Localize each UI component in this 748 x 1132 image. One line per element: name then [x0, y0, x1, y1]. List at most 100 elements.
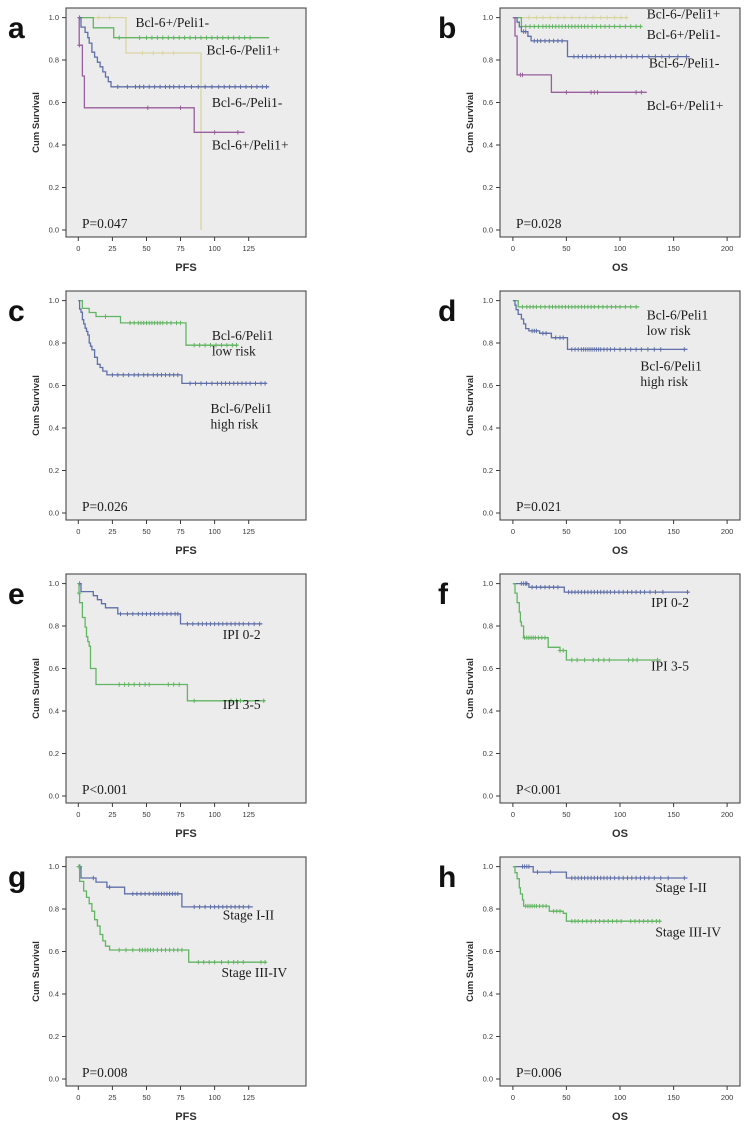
x-tick-label: 100: [614, 810, 627, 819]
x-axis-title: PFS: [175, 262, 196, 274]
x-tick-label: 125: [242, 810, 255, 819]
y-axis-title: Cum Survival: [31, 658, 42, 719]
x-axis-title: PFS: [175, 828, 196, 840]
x-tick-label: 200: [721, 810, 734, 819]
x-tick-label: 100: [614, 1093, 627, 1102]
censor-marks: [519, 581, 690, 595]
x-tick-label: 200: [721, 1093, 734, 1102]
y-tick-label: 0.4: [49, 707, 59, 716]
y-tick-label: 0.6: [483, 381, 493, 390]
km-chart-b: b 0.0 0.2 0.4 0.6 0.8 1.0 0 50 100 150 200 Cum Survi…: [438, 7, 741, 274]
censor-marks: [103, 314, 239, 348]
censor-marks: [523, 903, 662, 924]
x-tick-label: 75: [176, 810, 184, 819]
y-tick-label: 0.4: [49, 424, 59, 433]
km-panel-h: h 0.0 0.2 0.4 0.6 0.8 1.0 0 50 100 150 200 Cum Survi…: [374, 849, 748, 1132]
km-chart-d: d 0.0 0.2 0.4 0.6 0.8 1.0 0 50 100 150 200 Cum Survi…: [438, 290, 741, 557]
x-tick-label: 50: [562, 1093, 570, 1102]
x-tick-label: 125: [242, 244, 255, 253]
x-tick-label: 25: [108, 1093, 116, 1102]
y-tick-label: 0.6: [49, 947, 59, 956]
x-tick-label: 0: [511, 244, 515, 253]
x-axis-title: OS: [612, 262, 628, 274]
x-tick-label: 125: [242, 527, 255, 536]
y-tick-label: 0.4: [483, 990, 493, 999]
plot-area: [499, 573, 741, 804]
y-tick-label: 0.0: [483, 509, 493, 518]
km-chart-a: a 0.0 0.2 0.4 0.6 0.8 1.0 0 25 50 75 100 125 Cum Surv…: [8, 7, 307, 274]
x-tick-label: 50: [562, 527, 570, 536]
panel-letter: g: [8, 861, 26, 894]
x-axis-title: OS: [612, 1111, 628, 1123]
x-tick-label: 150: [667, 244, 680, 253]
curve-label: Stage I-II: [655, 880, 707, 895]
y-tick-label: 0.0: [49, 226, 59, 235]
plot-area: [65, 7, 307, 238]
y-tick-label: 0.2: [49, 1032, 59, 1041]
curve-label: Bcl-6+/Peli1-: [136, 15, 210, 30]
curve-label: Bcl-6/Peli1 high risk: [640, 359, 702, 390]
x-tick-label: 100: [208, 527, 221, 536]
curve-label: Stage III-IV: [655, 925, 721, 940]
y-tick-label: 0.0: [483, 792, 493, 801]
y-tick-label: 0.8: [483, 56, 493, 65]
censor-marks: [520, 864, 687, 881]
km-chart-g: g 0.0 0.2 0.4 0.6 0.8 1.0 0 25 50 75 100 125 Cum Surv…: [8, 856, 307, 1123]
curve-label: IPI 3-5: [651, 659, 689, 674]
curve-label: Bcl-6-/Peli1+: [647, 7, 721, 22]
x-tick-label: 200: [721, 527, 734, 536]
y-tick-label: 0.6: [49, 381, 59, 390]
censor-marks: [110, 372, 268, 386]
km-chart-f: f 0.0 0.2 0.4 0.6 0.8 1.0 0 50 100 150 200 Cum Survi…: [438, 573, 741, 840]
x-tick-label: 0: [76, 527, 80, 536]
censor-marks: [526, 15, 629, 20]
curve-label: IPI 3-5: [223, 697, 261, 712]
curve-label: Stage I-II: [223, 908, 275, 923]
panel-letter: f: [438, 578, 449, 611]
censor-marks: [521, 29, 689, 59]
curve-label: Bcl-6+/Peli1+: [647, 98, 724, 113]
km-panel-g: g 0.0 0.2 0.4 0.6 0.8 1.0 0 25 50 75 100 125 Cum Surv…: [0, 849, 374, 1132]
x-tick-label: 75: [176, 527, 184, 536]
x-tick-label: 100: [208, 244, 221, 253]
y-tick-label: 0.6: [49, 98, 59, 107]
panel-letter: a: [8, 12, 25, 45]
y-axis-title: Cum Survival: [465, 92, 476, 153]
y-tick-label: 0.8: [49, 56, 59, 65]
censor-marks: [76, 864, 268, 965]
y-tick-label: 0.6: [483, 664, 493, 673]
y-tick-label: 0.6: [483, 947, 493, 956]
panel-letter: c: [8, 295, 25, 328]
x-tick-label: 25: [108, 244, 116, 253]
y-tick-label: 0.4: [483, 707, 493, 716]
y-tick-label: 0.0: [483, 1075, 493, 1084]
curve-label: Bcl-6+/Peli1+: [212, 137, 289, 152]
y-axis-title: Cum Survival: [465, 941, 476, 1002]
x-tick-label: 50: [562, 810, 570, 819]
y-axis-title: Cum Survival: [31, 941, 42, 1002]
p-value-label: P=0.021: [516, 499, 562, 514]
km-curve-stage-iii-iv: [512, 865, 661, 922]
x-tick-label: 125: [242, 1093, 255, 1102]
y-tick-label: 1.0: [49, 862, 59, 871]
censor-marks: [522, 635, 660, 663]
plot-area: [65, 573, 307, 804]
x-tick-label: 50: [142, 1093, 150, 1102]
curve-label: Bcl-6/Peli1 low risk: [647, 308, 709, 339]
curve-label: Bcl-6-/Peli1-: [649, 56, 720, 71]
y-axis-title: Cum Survival: [465, 658, 476, 719]
x-tick-label: 50: [142, 527, 150, 536]
km-panel-b: b 0.0 0.2 0.4 0.6 0.8 1.0 0 50 100 150 200 Cum Survi…: [374, 0, 748, 283]
curve-label: IPI 0-2: [651, 595, 689, 610]
p-value-label: P=0.047: [82, 216, 128, 231]
km-curve-stage-iii-iv: [78, 865, 267, 963]
y-tick-label: 0.8: [483, 905, 493, 914]
x-axis-title: OS: [612, 545, 628, 557]
curve-label: Bcl-6/Peli1 low risk: [212, 328, 274, 359]
panel-letter: h: [438, 861, 456, 894]
y-tick-label: 0.4: [49, 141, 59, 150]
censor-marks: [96, 15, 176, 56]
x-tick-label: 50: [142, 244, 150, 253]
censor-marks: [117, 35, 253, 40]
km-curve-stage-i-ii: [78, 865, 253, 908]
